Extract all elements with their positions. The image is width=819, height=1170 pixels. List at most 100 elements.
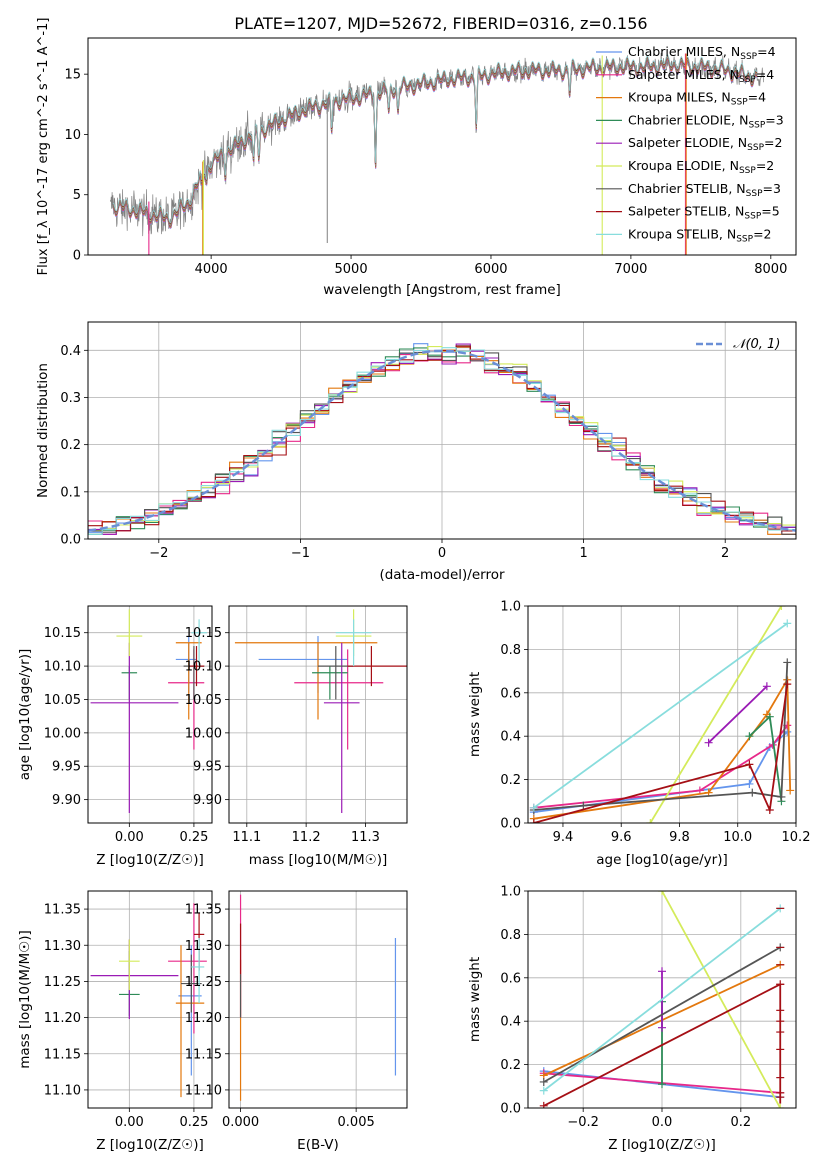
- y-tick-label: 1.0: [500, 600, 521, 615]
- x-tick-label: 0.2: [730, 1115, 751, 1130]
- x-axis-label: E(B-V): [297, 1137, 339, 1153]
- axes-frame: [87, 321, 797, 540]
- legend-entry-subscript: SSP: [731, 98, 748, 108]
- x-tick-label: 0.0: [652, 1115, 673, 1130]
- legend-entry-name: Salpeter ELODIE, N: [628, 135, 747, 150]
- y-tick-label: 0.2: [500, 1058, 521, 1073]
- y-axis-label: Normed distribution: [35, 363, 51, 498]
- x-axis-label: (data-model)/error: [379, 567, 505, 583]
- x-tick-label: −2: [149, 546, 168, 561]
- plot-area: [88, 343, 796, 535]
- spectrum-panel: 4000 5000 6000 7000 8000 0 5 10 15 Chabrier MILES…: [36, 18, 797, 298]
- plot-area: [234, 609, 407, 813]
- y-axis-label: Flux [f_λ 10^-17 erg cm^-2 s^-1 A^-1]: [36, 18, 51, 276]
- model-spectrum-kroupa-stelib: [112, 53, 758, 224]
- weight-marker: [745, 760, 754, 769]
- x-tick-label: 9.4: [553, 830, 574, 845]
- legend-entry: Kroupa MILES, NSSP=4: [628, 90, 766, 108]
- x-tick-label: 0.00: [115, 830, 144, 845]
- legend-entry-value: =4: [757, 44, 775, 59]
- legend-entry-value: =2: [764, 135, 782, 150]
- x-tick-label: 8000: [754, 262, 787, 277]
- y-tick-label: 11.20: [44, 1011, 81, 1026]
- y-tick-label: 0.3: [60, 391, 81, 406]
- plot-area: [90, 903, 207, 1098]
- errorbar-point-kroupa-stelib: [191, 619, 207, 667]
- y-tick-label: 10: [64, 128, 81, 143]
- legend-entry-value: =2: [756, 158, 774, 173]
- weight-marker: [529, 803, 538, 812]
- y-tick-label: 11.35: [185, 903, 222, 918]
- x-tick-label: 11.2: [292, 830, 321, 845]
- x-tick-label: 0.000: [222, 1115, 259, 1130]
- errorbar-point-kroupa-miles: [175, 642, 202, 720]
- weight-marker: [539, 1077, 548, 1086]
- legend-entry-value: =5: [761, 204, 779, 219]
- plot-area: [90, 609, 207, 813]
- y-axis-label: mass weight: [467, 672, 483, 757]
- legend-entry-subscript: SSP: [744, 212, 761, 222]
- legend-entry: Chabrier ELODIE, NSSP=3: [628, 112, 784, 130]
- y-tick-label: 5: [73, 188, 81, 203]
- x-axis-label: age [log10(age/yr)]: [596, 852, 728, 868]
- axes-frame: [87, 37, 797, 256]
- legend-entry-subscript: SSP: [736, 234, 753, 244]
- x-tick-label: 0: [438, 546, 446, 561]
- weight-marker: [786, 786, 795, 795]
- y-tick-label: 0: [73, 249, 81, 264]
- weight-line-kroupa-elodie: [661, 891, 781, 1108]
- x-tick-label: 1: [579, 546, 587, 561]
- weight-line-salpeter-stelib: [543, 983, 781, 1107]
- weight-marker: [776, 1104, 785, 1108]
- errorbar-point-salpeter-stelib: [347, 646, 407, 687]
- y-tick-label: 11.25: [44, 975, 81, 990]
- x-axis-label: mass [log10(M/M☉)]: [249, 852, 388, 868]
- weight-marker: [783, 619, 792, 628]
- errorbar-point-kroupa-stelib: [191, 938, 205, 1004]
- y-tick-label: 0.0: [60, 533, 81, 548]
- y-tick-label: 10.00: [185, 726, 222, 741]
- figure-title: PLATE=1207, MJD=52672, FIBERID=0316, z=0…: [234, 14, 647, 33]
- weight-line-kroupa-stelib: [533, 622, 788, 809]
- y-tick-label: 11.30: [44, 939, 81, 954]
- y-tick-label: 0.8: [500, 928, 521, 943]
- weight-marker: [783, 680, 792, 689]
- errorbar-point-kroupa-stelib: [335, 619, 372, 667]
- x-tick-label: 11.1: [232, 830, 261, 845]
- weight-marker: [783, 658, 792, 667]
- age-vs-mass-panel: 11.1 11.2 11.3 9.90 9.95 10.00 10.05 10.10 10.15…: [185, 605, 408, 868]
- axes-frame: [228, 605, 408, 824]
- weight-line-salpeter-elodie: [707, 685, 768, 744]
- normal-distribution-curve: [88, 349, 796, 532]
- legend-entry-subscript: SSP: [747, 143, 764, 153]
- errorbar-point-salpeter-miles: [168, 903, 207, 1034]
- y-axis-label: age [log10(age/yr)]: [17, 649, 33, 781]
- y-tick-label: 11.15: [44, 1047, 81, 1062]
- x-tick-label: 9.6: [611, 830, 632, 845]
- y-tick-label: 15: [64, 68, 81, 83]
- weight-marker: [579, 801, 588, 810]
- y-tick-label: 0.0: [500, 1102, 521, 1117]
- legend-entry: Salpeter STELIB, NSSP=5: [628, 204, 780, 222]
- x-tick-label: −0.2: [567, 1115, 599, 1130]
- legend-entry: Chabrier STELIB, NSSP=3: [628, 181, 781, 199]
- weight-marker: [646, 819, 655, 823]
- y-tick-label: 9.95: [193, 760, 222, 775]
- x-tick-label: 9.8: [669, 830, 690, 845]
- weight-marker: [765, 712, 774, 721]
- legend-entry: Salpeter ELODIE, NSSP=2: [628, 135, 782, 153]
- y-tick-label: 0.6: [500, 686, 521, 701]
- weight-marker: [539, 1101, 548, 1108]
- legend-entry: Kroupa STELIB, NSSP=2: [628, 226, 772, 244]
- legend-entry: 𝒩(0, 1): [733, 337, 780, 352]
- y-tick-label: 10.10: [44, 660, 81, 675]
- weight-line-kroupa-elodie: [649, 606, 783, 823]
- weight-marker: [658, 1080, 666, 1089]
- legend-entry-subscript: SSP: [739, 166, 756, 176]
- x-tick-label: 0.00: [115, 1115, 144, 1130]
- y-tick-label: 11.15: [185, 1047, 222, 1062]
- y-tick-label: 11.10: [185, 1083, 222, 1098]
- x-tick-label: 10.2: [782, 830, 811, 845]
- legend-entry: Chabrier MILES, NSSP=4: [628, 44, 776, 62]
- y-tick-label: 0.6: [500, 971, 521, 986]
